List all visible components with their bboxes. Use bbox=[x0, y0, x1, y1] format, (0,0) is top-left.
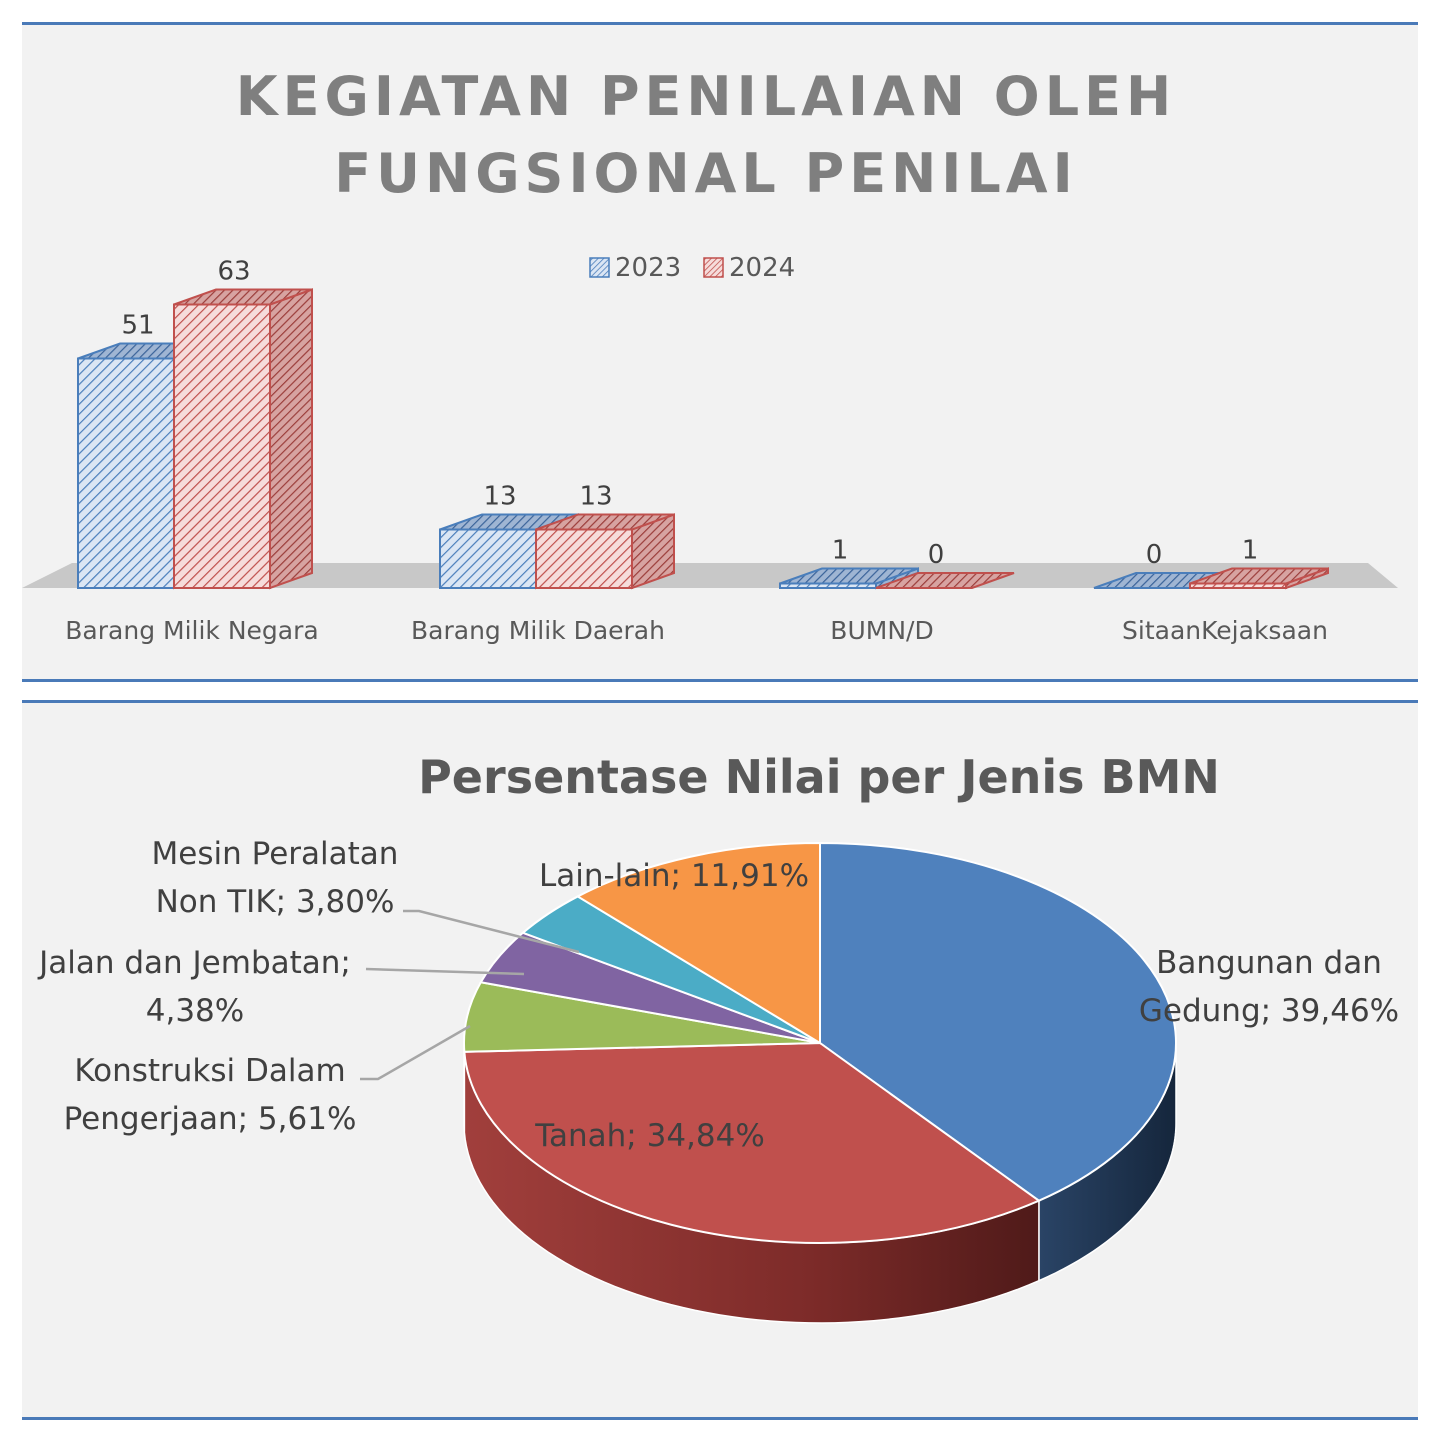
pie-chart-labels: Bangunan dan Gedung; 39,46% Tanah; 34,84% K… bbox=[37, 836, 1399, 1154]
value-label-2024-barang-milik-daerah: 13 bbox=[579, 482, 612, 512]
legend-swatch-2024 bbox=[703, 257, 724, 278]
bar-2024-barang-milik-daerah bbox=[535, 513, 675, 590]
pie-chart-leader-lines bbox=[360, 909, 580, 1081]
bar-chart: KEGIATAN PENILAIAN OLEH FUNGSIONAL PENIL… bbox=[22, 65, 1398, 645]
bar-chart-panel: KEGIATAN PENILAIAN OLEH FUNGSIONAL PENIL… bbox=[22, 22, 1418, 682]
leader-line-jalan-dan-jembatan bbox=[365, 967, 525, 976]
bar-2024-bumn-d bbox=[875, 572, 1015, 589]
pie-slice-lain-lain bbox=[575, 841, 821, 1045]
legend-label-2023: 2023 bbox=[615, 253, 681, 283]
pie-slice-bangunan-dan-gedung bbox=[819, 841, 1177, 1202]
category-label-barang-milik-daerah: Barang Milik Daerah bbox=[411, 616, 665, 645]
value-label-2024-barang-milik-negara: 63 bbox=[217, 257, 250, 287]
legend-swatch-2023 bbox=[589, 257, 610, 278]
pie-label-mesin-peralatan-non-tik: Mesin Peralatan Non TIK; 3,80% bbox=[152, 836, 399, 920]
pie-chart: Persentase Nilai per Jenis BMN Bangunan … bbox=[37, 750, 1399, 1324]
bar-2024-barang-milik-negara bbox=[173, 288, 313, 590]
pie-chart-panel: Persentase Nilai per Jenis BMN Bangunan … bbox=[22, 700, 1418, 1420]
category-label-barang-milik-negara: Barang Milik Negara bbox=[65, 616, 318, 645]
bar-chart-bars: 51 63 13 13 1 0 0 1 bbox=[77, 257, 1329, 590]
bar-chart-title-line-2: FUNGSIONAL PENILAI bbox=[334, 142, 1077, 205]
value-label-2024-sitaankejaksaan: 1 bbox=[1242, 536, 1259, 566]
pie-chart-slices bbox=[463, 841, 1177, 1244]
leader-line-konstruksi-dalam-pengerjaan bbox=[360, 1024, 471, 1081]
category-label-sitaan-kejaksaan: SitaanKejaksaan bbox=[1122, 616, 1328, 645]
value-label-2024-bumn-d: 0 bbox=[928, 540, 945, 570]
value-label-2023-barang-milik-negara: 51 bbox=[121, 311, 154, 341]
bar-chart-title-line-1: KEGIATAN PENILAIAN OLEH bbox=[236, 65, 1176, 128]
pie-chart-title: Persentase Nilai per Jenis BMN bbox=[418, 750, 1220, 804]
category-label-bumn-d: BUMN/D bbox=[830, 616, 933, 645]
pie-slice-tanah bbox=[463, 1041, 1041, 1244]
pie-label-konstruksi-dalam-pengerjaan: Konstruksi Dalam Pengerjaan; 5,61% bbox=[64, 1053, 357, 1137]
bar-chart-floor bbox=[22, 563, 1398, 588]
pie-label-lain-lain: Lain-lain; 11,91% bbox=[539, 858, 809, 894]
value-label-2023-barang-milik-daerah: 13 bbox=[483, 482, 516, 512]
value-label-2023-sitaankejaksaan: 0 bbox=[1146, 540, 1163, 570]
pie-label-tanah: Tanah; 34,84% bbox=[534, 1118, 765, 1154]
pie-label-jalan-dan-jembatan: Jalan dan Jembatan; 4,38% bbox=[37, 945, 351, 1029]
bar-chart-legend: 2023 2024 bbox=[589, 253, 795, 283]
pie-label-bangunan-dan-gedung: Bangunan dan Gedung; 39,46% bbox=[1139, 945, 1399, 1029]
bar-2024-sitaankejaksaan bbox=[1189, 567, 1329, 590]
legend-label-2024: 2024 bbox=[729, 253, 795, 283]
leader-line-mesin-peralatan-non-tik bbox=[403, 909, 580, 954]
value-label-2023-bumn-d: 1 bbox=[832, 536, 849, 566]
